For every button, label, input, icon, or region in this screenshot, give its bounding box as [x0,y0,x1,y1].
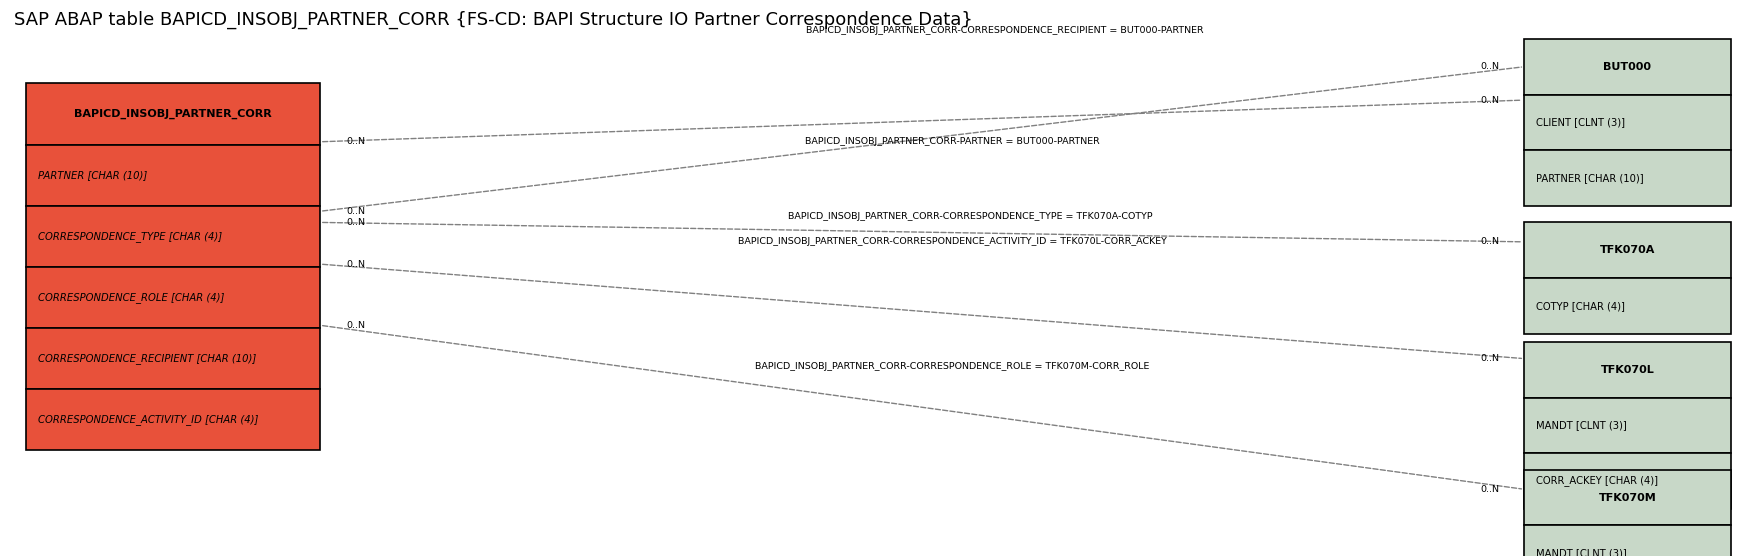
Text: 0..N: 0..N [346,137,365,146]
Text: TFK070M: TFK070M [1598,493,1657,503]
Text: CORRESPONDENCE_ACTIVITY_ID [CHAR (4)]: CORRESPONDENCE_ACTIVITY_ID [CHAR (4)] [38,414,259,425]
Text: MANDT [CLNT (3)]: MANDT [CLNT (3)] [1536,420,1627,430]
Text: 0..N: 0..N [346,321,365,330]
Bar [26,206,320,267]
Bar [26,389,320,450]
Bar [26,83,320,145]
Text: 0..N: 0..N [346,260,365,269]
Text: BAPICD_INSOBJ_PARTNER_CORR-PARTNER = BUT000-PARTNER: BAPICD_INSOBJ_PARTNER_CORR-PARTNER = BUT… [806,137,1099,146]
Text: 0..N: 0..N [1481,96,1500,105]
Text: TFK070L: TFK070L [1601,365,1654,375]
Bar [26,267,320,328]
Text: 0..N: 0..N [1481,62,1500,71]
Text: CORRESPONDENCE_ROLE [CHAR (4)]: CORRESPONDENCE_ROLE [CHAR (4)] [38,292,225,303]
Text: CLIENT [CLNT (3)]: CLIENT [CLNT (3)] [1536,117,1626,127]
Bar [1524,342,1731,398]
Text: 0..N: 0..N [1481,354,1500,363]
Bar [1524,278,1731,334]
Text: PARTNER [CHAR (10)]: PARTNER [CHAR (10)] [38,170,147,180]
Bar [1524,222,1731,278]
Bar [1524,95,1731,150]
Text: PARTNER [CHAR (10)]: PARTNER [CHAR (10)] [1536,173,1645,183]
Bar [26,145,320,206]
Text: COTYP [CHAR (4)]: COTYP [CHAR (4)] [1536,301,1626,311]
Text: SAP ABAP table BAPICD_INSOBJ_PARTNER_CORR {FS-CD: BAPI Structure IO Partner Corr: SAP ABAP table BAPICD_INSOBJ_PARTNER_COR… [14,11,972,29]
Bar [1524,39,1731,95]
Text: BAPICD_INSOBJ_PARTNER_CORR-CORRESPONDENCE_ACTIVITY_ID = TFK070L-CORR_ACKEY: BAPICD_INSOBJ_PARTNER_CORR-CORRESPONDENC… [738,237,1168,246]
Bar [1524,150,1731,206]
Text: CORRESPONDENCE_RECIPIENT [CHAR (10)]: CORRESPONDENCE_RECIPIENT [CHAR (10)] [38,353,257,364]
Text: BAPICD_INSOBJ_PARTNER_CORR: BAPICD_INSOBJ_PARTNER_CORR [73,109,273,119]
Text: BUT000: BUT000 [1603,62,1652,72]
Bar [1524,470,1731,525]
Bar [1524,453,1731,509]
Text: CORRESPONDENCE_TYPE [CHAR (4)]: CORRESPONDENCE_TYPE [CHAR (4)] [38,231,222,242]
Text: MANDT [CLNT (3)]: MANDT [CLNT (3)] [1536,548,1627,556]
Text: 0..N: 0..N [346,207,365,216]
Bar [26,328,320,389]
Text: 0..N: 0..N [1481,485,1500,494]
Text: 0..N: 0..N [346,218,365,227]
Text: CORR_ACKEY [CHAR (4)]: CORR_ACKEY [CHAR (4)] [1536,475,1659,486]
Text: BAPICD_INSOBJ_PARTNER_CORR-CORRESPONDENCE_ROLE = TFK070M-CORR_ROLE: BAPICD_INSOBJ_PARTNER_CORR-CORRESPONDENC… [755,363,1150,371]
Text: 0..N: 0..N [1481,237,1500,246]
Bar [1524,525,1731,556]
Text: TFK070A: TFK070A [1599,245,1655,255]
Text: BAPICD_INSOBJ_PARTNER_CORR-CORRESPONDENCE_RECIPIENT = BUT000-PARTNER: BAPICD_INSOBJ_PARTNER_CORR-CORRESPONDENC… [806,26,1204,35]
Bar [1524,398,1731,453]
Text: BAPICD_INSOBJ_PARTNER_CORR-CORRESPONDENCE_TYPE = TFK070A-COTYP: BAPICD_INSOBJ_PARTNER_CORR-CORRESPONDENC… [788,212,1152,221]
